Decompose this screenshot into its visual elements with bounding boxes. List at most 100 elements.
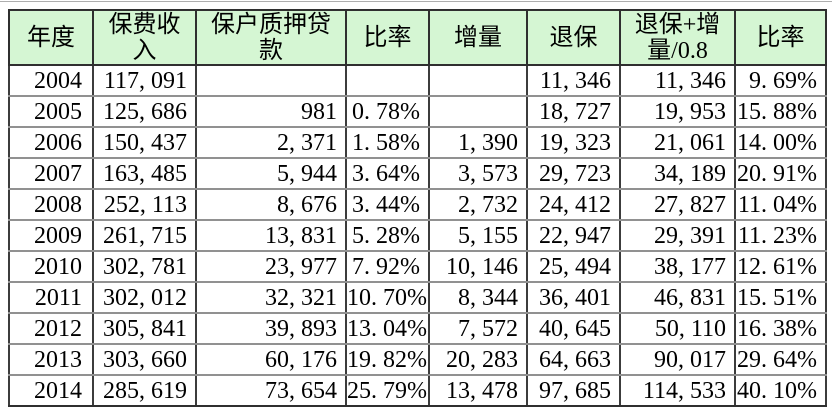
policy-pledge-loan-cell: 32, 321 [195,281,347,314]
table-row: 2011 302, 012 32, 321 10. 70% 8, 344 36, 401 4… [8,281,827,314]
premium-income-cell: 150, 437 [92,126,197,159]
ratio-2-cell: 40. 10% [734,374,827,407]
ratio-2-cell: 9. 69% [734,64,827,97]
policy-pledge-loan-cell [195,64,347,97]
increment-cell: 8, 344 [428,281,528,314]
table-row: 2009 261, 715 13, 831 5. 28% 5, 155 22, 947 29… [8,219,827,252]
policy-pledge-loan-cell: 60, 176 [195,343,347,376]
col-header-ratio-2: 比率 [734,9,827,66]
year-cell: 2014 [8,374,94,407]
surrender-plus-increment-cell: 38, 177 [619,250,736,283]
col-header-year: 年度 [8,9,94,66]
ratio-2-cell: 15. 88% [734,95,827,128]
ratio-cell: 5. 28% [345,219,430,252]
surrender-cell: 24, 412 [526,188,621,221]
table-body: 2004 117, 091 11, 346 11, 346 9. 69% 2005 125,… [8,64,827,407]
premium-income-cell: 125, 686 [92,95,197,128]
surrender-cell: 40, 645 [526,312,621,345]
surrender-cell: 25, 494 [526,250,621,283]
surrender-cell: 22, 947 [526,219,621,252]
year-cell: 2009 [8,219,94,252]
policy-pledge-loan-cell: 981 [195,95,347,128]
ratio-2-cell: 20. 91% [734,157,827,190]
col-header-ratio: 比率 [345,9,430,66]
increment-cell: 1, 390 [428,126,528,159]
table-row: 2005 125, 686 981 0. 78% 18, 727 19, 953 15. 8… [8,95,827,128]
increment-cell [428,95,528,128]
policy-pledge-loan-cell: 5, 944 [195,157,347,190]
header-row: 年度 保费收 入 保户质押贷 款 比率 增量 退保 退保+增 量/0.8 比率 [8,9,827,66]
table-row: 2010 302, 781 23, 977 7. 92% 10, 146 25, 494 3… [8,250,827,283]
increment-cell: 7, 572 [428,312,528,345]
ratio-cell: 10. 70% [345,281,430,314]
table-row: 2007 163, 485 5, 944 3. 64% 3, 573 29, 723 34,… [8,157,827,190]
ratio-cell: 13. 04% [345,312,430,345]
col-header-surrender: 退保 [526,9,621,66]
year-cell: 2008 [8,188,94,221]
surrender-plus-increment-cell: 21, 061 [619,126,736,159]
ratio-2-cell: 16. 38% [734,312,827,345]
surrender-plus-increment-cell: 90, 017 [619,343,736,376]
ratio-2-cell: 12. 61% [734,250,827,283]
table-row: 2004 117, 091 11, 346 11, 346 9. 69% [8,64,827,97]
increment-cell: 20, 283 [428,343,528,376]
year-cell: 2005 [8,95,94,128]
policy-pledge-loan-cell: 13, 831 [195,219,347,252]
surrender-cell: 29, 723 [526,157,621,190]
policy-pledge-loan-cell: 2, 371 [195,126,347,159]
surrender-plus-increment-cell: 29, 391 [619,219,736,252]
premium-income-cell: 285, 619 [92,374,197,407]
surrender-plus-increment-cell: 46, 831 [619,281,736,314]
col-header-policy-pledge-loan: 保户质押贷 款 [195,9,347,66]
insurance-data-table: 年度 保费收 入 保户质押贷 款 比率 增量 退保 退保+增 量/0.8 比率 … [8,9,827,407]
policy-pledge-loan-cell: 39, 893 [195,312,347,345]
year-cell: 2006 [8,126,94,159]
increment-cell: 2, 732 [428,188,528,221]
ratio-cell: 3. 64% [345,157,430,190]
surrender-cell: 11, 346 [526,64,621,97]
ratio-cell: 3. 44% [345,188,430,221]
increment-cell [428,64,528,97]
year-cell: 2013 [8,343,94,376]
premium-income-cell: 163, 485 [92,157,197,190]
increment-cell: 13, 478 [428,374,528,407]
surrender-plus-increment-cell: 114, 533 [619,374,736,407]
ratio-2-cell: 11. 04% [734,188,827,221]
ratio-2-cell: 11. 23% [734,219,827,252]
premium-income-cell: 303, 660 [92,343,197,376]
ratio-2-cell: 15. 51% [734,281,827,314]
col-header-premium-income: 保费收 入 [92,9,197,66]
surrender-cell: 18, 727 [526,95,621,128]
premium-income-cell: 117, 091 [92,64,197,97]
surrender-cell: 36, 401 [526,281,621,314]
surrender-plus-increment-cell: 50, 110 [619,312,736,345]
col-header-surrender-plus-increment: 退保+增 量/0.8 [619,9,736,66]
policy-pledge-loan-cell: 73, 654 [195,374,347,407]
surrender-plus-increment-cell: 11, 346 [619,64,736,97]
year-cell: 2004 [8,64,94,97]
surrender-plus-increment-cell: 19, 953 [619,95,736,128]
surrender-plus-increment-cell: 34, 189 [619,157,736,190]
ratio-cell [345,64,430,97]
year-cell: 2010 [8,250,94,283]
ratio-cell: 19. 82% [345,343,430,376]
surrender-cell: 19, 323 [526,126,621,159]
premium-income-cell: 252, 113 [92,188,197,221]
top-edge-line [0,1,832,2]
premium-income-cell: 261, 715 [92,219,197,252]
policy-pledge-loan-cell: 23, 977 [195,250,347,283]
ratio-2-cell: 29. 64% [734,343,827,376]
col-header-increment: 增量 [428,9,528,66]
increment-cell: 10, 146 [428,250,528,283]
increment-cell: 3, 573 [428,157,528,190]
table-row: 2006 150, 437 2, 371 1. 58% 1, 390 19, 323 21,… [8,126,827,159]
surrender-cell: 97, 685 [526,374,621,407]
ratio-cell: 7. 92% [345,250,430,283]
table-row: 2008 252, 113 8, 676 3. 44% 2, 732 24, 412 27,… [8,188,827,221]
table-row: 2013 303, 660 60, 176 19. 82% 20, 283 64, 663… [8,343,827,376]
increment-cell: 5, 155 [428,219,528,252]
year-cell: 2012 [8,312,94,345]
table-row: 2014 285, 619 73, 654 25. 79% 13, 478 97, 685… [8,374,827,407]
surrender-cell: 64, 663 [526,343,621,376]
